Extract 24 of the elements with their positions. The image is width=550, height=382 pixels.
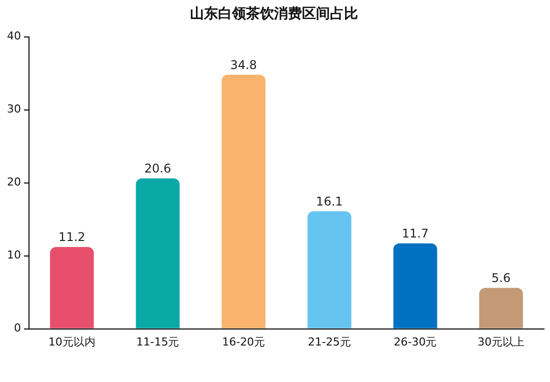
x-tick-label: 10元以内 bbox=[48, 335, 96, 348]
y-tick-label: 10 bbox=[6, 248, 21, 262]
data-label: 34.8 bbox=[230, 58, 257, 72]
bar bbox=[479, 288, 523, 328]
chart-title: 山东白领茶饮消费区间占比 bbox=[190, 5, 358, 22]
y-tick-label: 30 bbox=[6, 102, 21, 116]
data-label: 11.7 bbox=[402, 226, 429, 241]
bar bbox=[393, 243, 438, 328]
x-tick-label: 21-25元 bbox=[308, 335, 351, 348]
data-label: 16.1 bbox=[316, 194, 343, 208]
data-label: 11.2 bbox=[58, 230, 86, 244]
data-label: 20.6 bbox=[144, 162, 172, 176]
y-tick-label: 0 bbox=[14, 322, 21, 335]
data-label: 5.6 bbox=[492, 271, 511, 286]
y-tick-label: 20 bbox=[6, 176, 21, 189]
bar bbox=[136, 178, 180, 328]
x-tick-label: 26-30元 bbox=[394, 335, 437, 348]
y-tick-label: 40 bbox=[6, 30, 21, 43]
x-tick-label: 16-20元 bbox=[222, 335, 266, 348]
bar bbox=[308, 211, 352, 328]
bar bbox=[50, 247, 94, 328]
bar bbox=[222, 74, 266, 328]
x-tick-label: 11-15元 bbox=[136, 335, 180, 348]
x-tick-label: 30元以上 bbox=[478, 335, 525, 348]
